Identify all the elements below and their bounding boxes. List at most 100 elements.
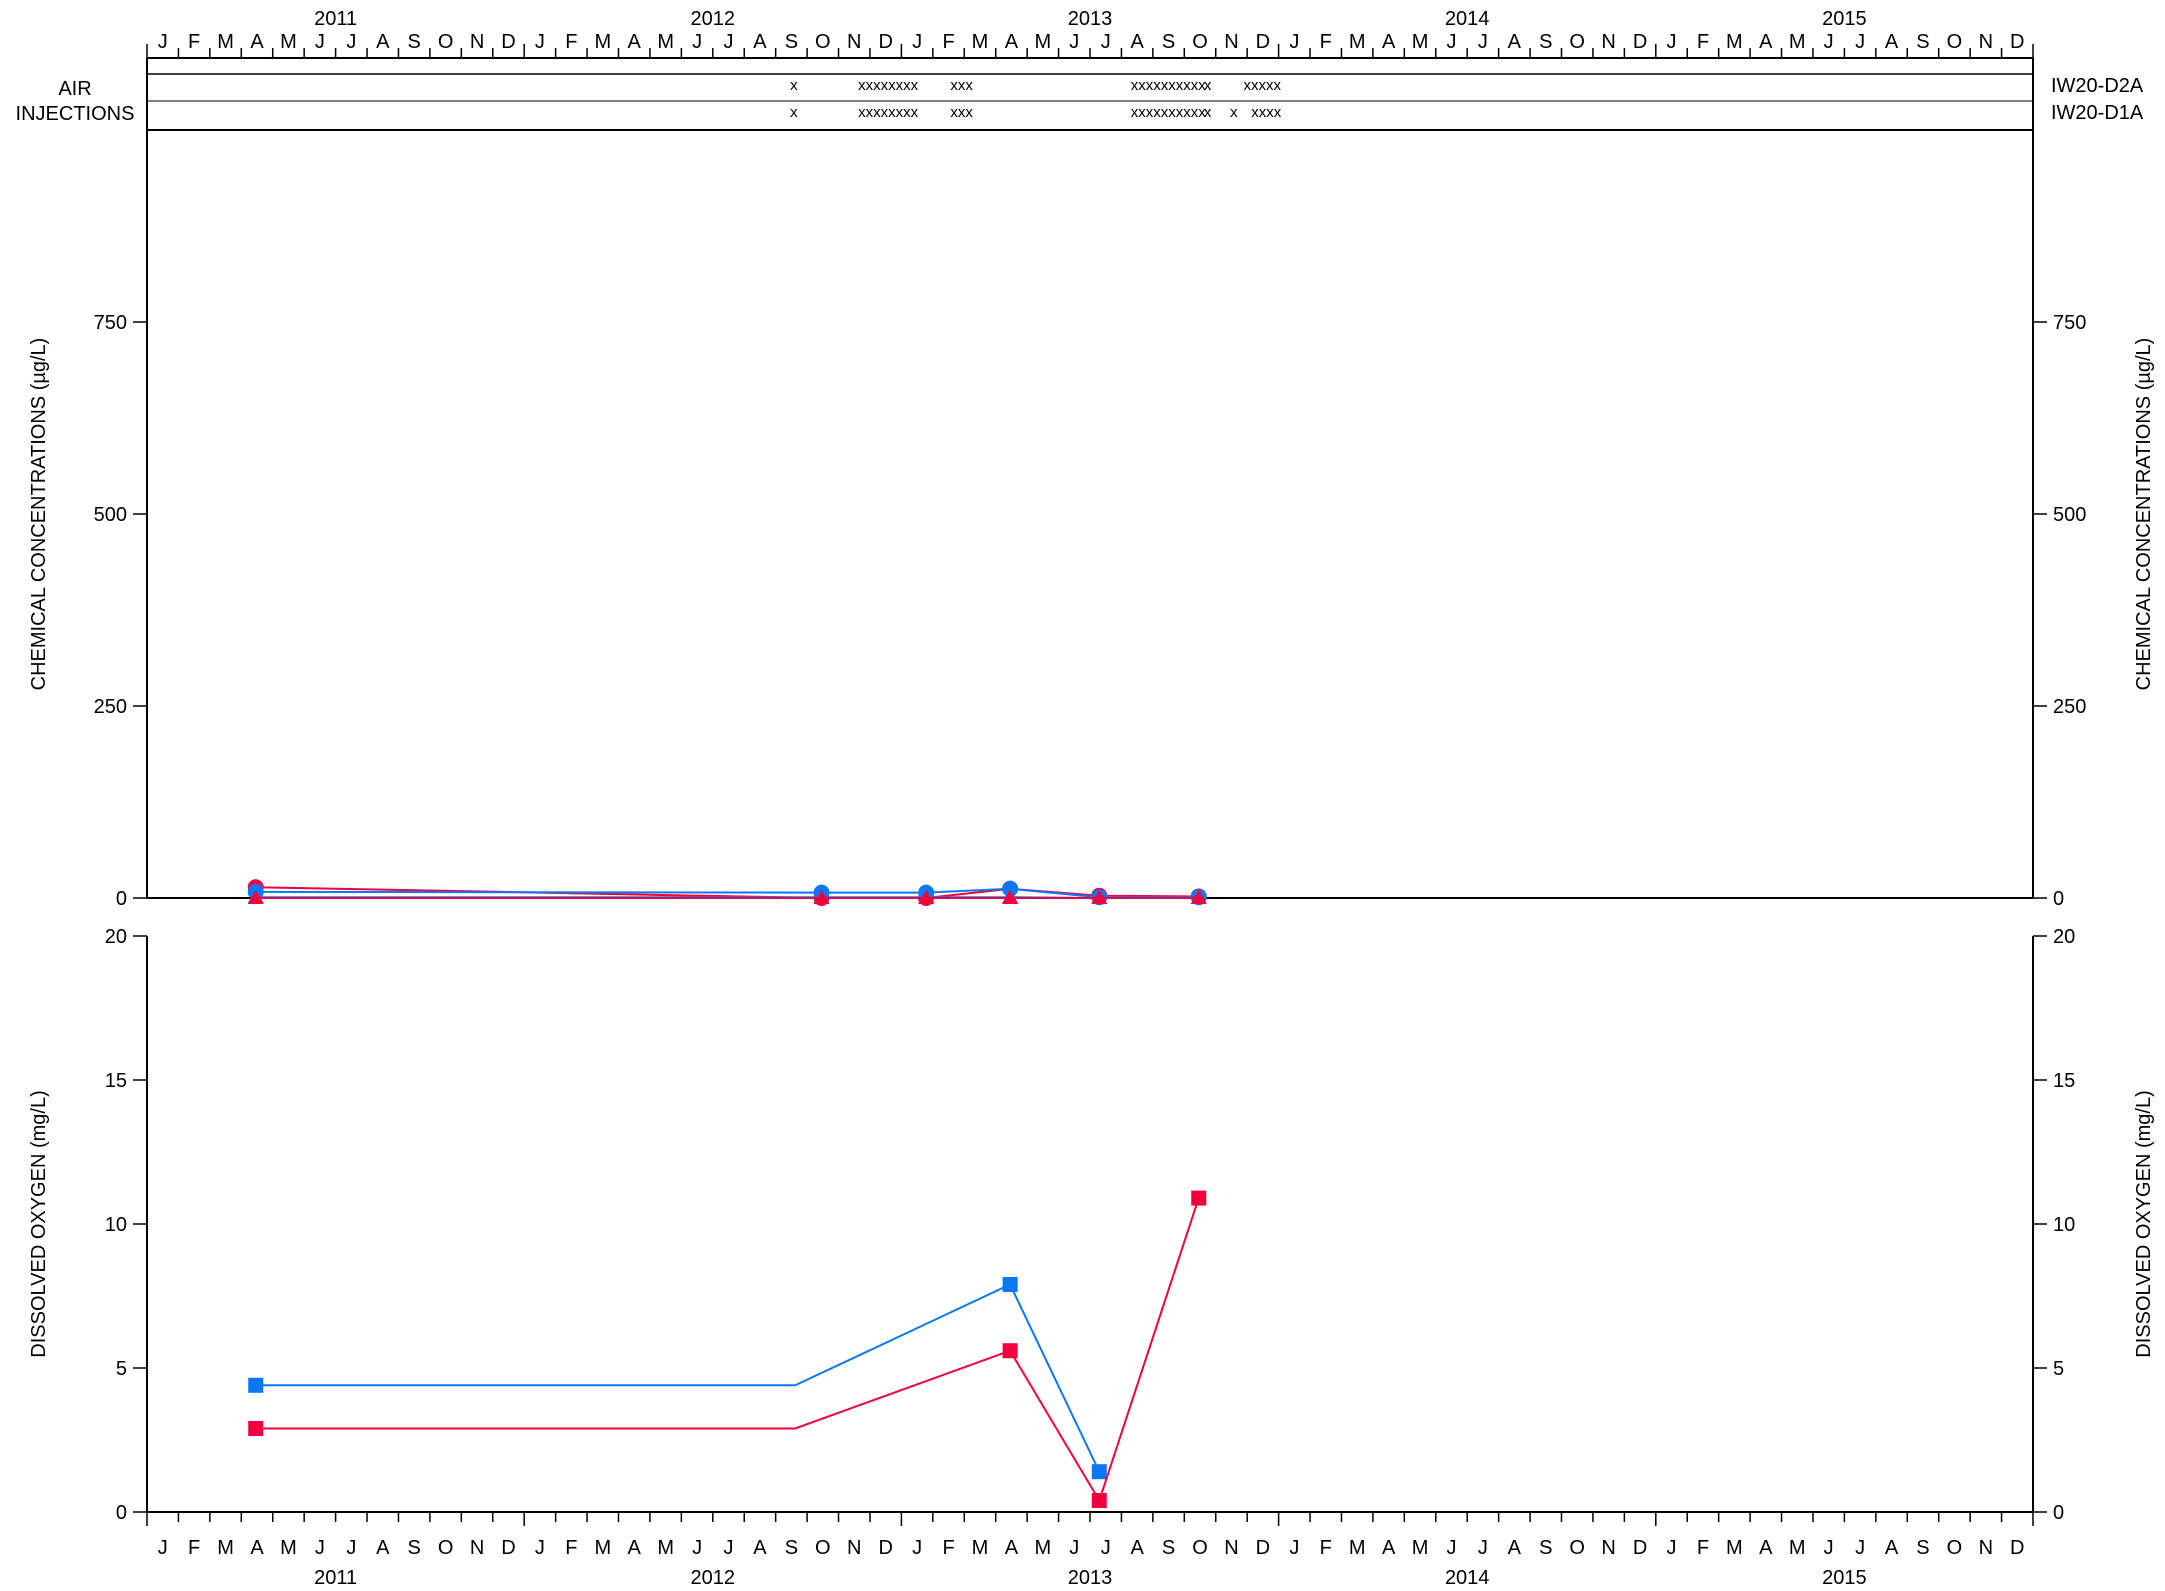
bottom-month-label: J [1667, 1537, 1677, 1559]
top-year-label: 2013 [1068, 8, 1113, 30]
top-month-label: M [594, 31, 611, 53]
top-month-label: M [1349, 31, 1366, 53]
top-month-label: O [1192, 31, 1208, 53]
bottom-month-label: A [250, 1537, 264, 1559]
bottom-month-label: S [1916, 1537, 1929, 1559]
do-ytick-label-right: 5 [2053, 1358, 2064, 1380]
top-month-label: O [1569, 31, 1585, 53]
top-month-label: F [565, 31, 577, 53]
top-month-label: D [1633, 31, 1647, 53]
bottom-month-label: O [815, 1537, 831, 1559]
bottom-month-label: D [2010, 1537, 2024, 1559]
top-month-label: J [315, 31, 325, 53]
bottom-month-label: A [1759, 1537, 1773, 1559]
do-ylabel-left: DISSOLVED OXYGEN (mg/L) [28, 1090, 50, 1357]
top-month-label: O [815, 31, 831, 53]
do-point [1002, 1343, 1018, 1359]
bottom-month-label: F [942, 1537, 954, 1559]
bottom-month-label: M [1035, 1537, 1052, 1559]
bottom-month-label: N [1224, 1537, 1238, 1559]
injection-marks: xxxxxxxx [858, 77, 919, 94]
bottom-month-label: F [1320, 1537, 1332, 1559]
top-month-label: J [1289, 31, 1299, 53]
do-series-line [255, 1283, 1101, 1473]
bottom-month-label: S [785, 1537, 798, 1559]
chem-ytick-label-right: 500 [2053, 504, 2086, 526]
air-injections-label-line2: INJECTIONS [16, 103, 135, 125]
top-month-label: A [628, 31, 642, 53]
bottom-month-label: M [1789, 1537, 1806, 1559]
top-month-label: J [535, 31, 545, 53]
top-month-label: S [785, 31, 798, 53]
do-point [1002, 1276, 1018, 1292]
chem-ylabel-right: CHEMICAL CONCENTRATIONS (µg/L) [2133, 338, 2155, 691]
bottom-month-label: A [376, 1537, 390, 1559]
bottom-month-label: S [1539, 1537, 1552, 1559]
bottom-month-label: O [1569, 1537, 1585, 1559]
top-month-label: J [692, 31, 702, 53]
bottom-month-label: O [438, 1537, 454, 1559]
do-ytick-label-right: 0 [2053, 1502, 2064, 1524]
top-month-label: F [1320, 31, 1332, 53]
top-month-label: A [1130, 31, 1144, 53]
top-month-label: M [1789, 31, 1806, 53]
top-month-label: D [1256, 31, 1270, 53]
bottom-month-label: D [1633, 1537, 1647, 1559]
do-point [1091, 1492, 1107, 1508]
injection-marks: x [790, 77, 798, 94]
bottom-month-label: D [1256, 1537, 1270, 1559]
bottom-month-label: N [1979, 1537, 1993, 1559]
well-label: IW20-D2A [2051, 75, 2144, 97]
injection-marks: xxxx [1251, 104, 1282, 121]
top-month-label: M [1726, 31, 1743, 53]
top-year-label: 2012 [691, 8, 736, 30]
top-month-label: A [1508, 31, 1522, 53]
top-month-label: M [1035, 31, 1052, 53]
do-ytick-label-right: 15 [2053, 1070, 2075, 1092]
top-month-label: S [1539, 31, 1552, 53]
bottom-month-label: M [1726, 1537, 1743, 1559]
dissolved-oxygen-panel: 0 0 5 5 10 10 15 15 20 20 DISSOLVED OXYGEN (mg/L) D… [28, 926, 2155, 1524]
bottom-month-label: J [158, 1537, 168, 1559]
do-ytick-label-left: 10 [105, 1214, 127, 1236]
top-month-label: F [1697, 31, 1709, 53]
bottom-month-label: A [753, 1537, 767, 1559]
chem-ytick-label-right: 250 [2053, 696, 2086, 718]
top-month-label: A [753, 31, 767, 53]
bottom-month-label: S [1162, 1537, 1175, 1559]
top-month-label: J [1069, 31, 1079, 53]
do-ytick-label-left: 0 [116, 1502, 127, 1524]
top-month-label: N [470, 31, 484, 53]
do-point [1091, 1464, 1107, 1480]
top-month-label: A [1005, 31, 1019, 53]
top-month-label: S [1916, 31, 1929, 53]
bottom-month-label: A [1130, 1537, 1144, 1559]
chem-ytick-label-left: 500 [94, 504, 127, 526]
bottom-month-label: M [1349, 1537, 1366, 1559]
injection-marks: x [1204, 77, 1212, 94]
bottom-month-label: M [1412, 1537, 1429, 1559]
chem-point [1091, 890, 1108, 904]
top-year-label: 2015 [1822, 8, 1867, 30]
top-month-label: M [280, 31, 297, 53]
top-month-label: J [1855, 31, 1865, 53]
bottom-month-label: A [1885, 1537, 1899, 1559]
chem-ylabel-left: CHEMICAL CONCENTRATIONS (µg/L) [28, 338, 50, 691]
air-injections-label-line1: AIR [58, 78, 91, 100]
do-ylabel-right: DISSOLVED OXYGEN (mg/L) [2133, 1090, 2155, 1357]
do-ytick-label-right: 10 [2053, 1214, 2075, 1236]
bottom-month-label: A [1382, 1537, 1396, 1559]
top-month-label: F [188, 31, 200, 53]
do-ytick-label-left: 15 [105, 1070, 127, 1092]
injection-marks: xxx [950, 77, 973, 94]
top-year-label: 2014 [1445, 8, 1490, 30]
bottom-month-label: N [847, 1537, 861, 1559]
do-point [1191, 1190, 1207, 1206]
bottom-month-label: J [1855, 1537, 1865, 1559]
bottom-month-label: J [535, 1537, 545, 1559]
top-year-label: 2011 [314, 8, 357, 30]
injection-marks: xxxxx [1244, 77, 1282, 94]
top-month-label: A [1382, 31, 1396, 53]
